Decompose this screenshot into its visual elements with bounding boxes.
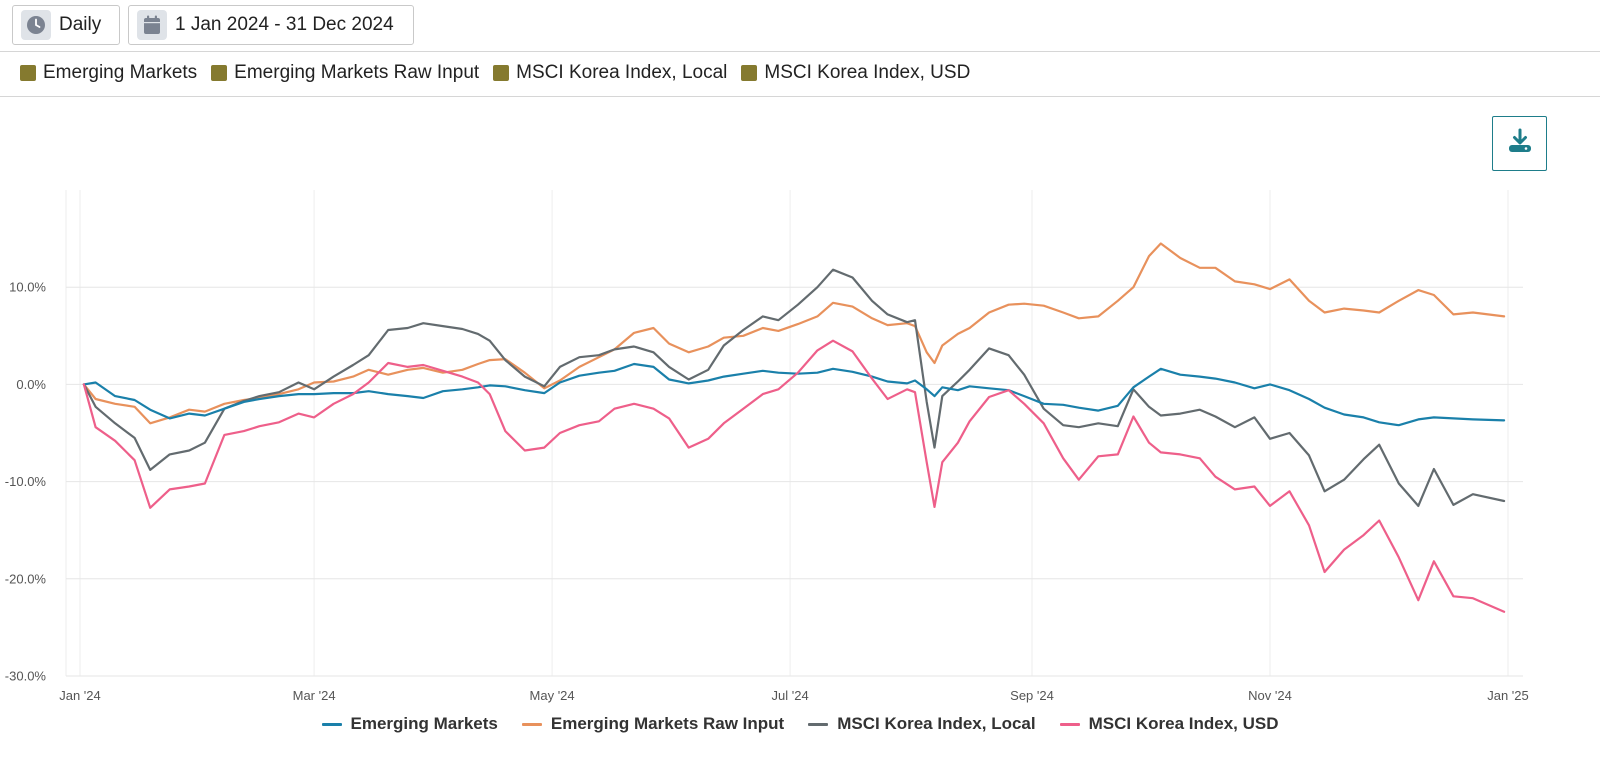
filter-msci-korea-usd[interactable]: MSCI Korea Index, USD: [741, 62, 970, 84]
legend-label: MSCI Korea Index, USD: [1088, 714, 1279, 733]
filter-emerging-markets-raw-input[interactable]: Emerging Markets Raw Input: [211, 62, 479, 84]
clock-icon: [21, 10, 51, 40]
y-tick-label: -30.0%: [5, 669, 47, 684]
legend-item-msci-korea-usd[interactable]: MSCI Korea Index, USD: [1059, 714, 1279, 734]
filter-label: Emerging Markets Raw Input: [234, 62, 480, 83]
filter-swatch: [20, 65, 36, 81]
legend-item-emerging-markets-raw-input[interactable]: Emerging Markets Raw Input: [521, 714, 785, 734]
filter-msci-korea-local[interactable]: MSCI Korea Index, Local: [493, 62, 727, 84]
filter-swatch: [493, 65, 510, 81]
y-tick-label: -10.0%: [5, 474, 47, 489]
series-layer: [82, 242, 1506, 613]
filter-swatch: [741, 65, 758, 81]
frequency-label: Daily: [59, 14, 102, 35]
filter-label: MSCI Korea Index, USD: [764, 62, 971, 83]
date-range-button[interactable]: 1 Jan 2024 - 31 Dec 2024: [128, 5, 414, 45]
axis-layer: 10.0% 0.0% -10.0% -20.0% -30.0% Jan '24 Mar '2…: [5, 280, 1529, 703]
series-line-msci-korea-index-usd[interactable]: [82, 339, 1506, 613]
filter-label: MSCI Korea Index, Local: [516, 62, 728, 83]
legend-label: MSCI Korea Index, Local: [837, 714, 1036, 733]
frequency-button[interactable]: Daily: [12, 5, 120, 45]
legend-swatch: [521, 722, 542, 726]
y-tick-label: -20.0%: [5, 571, 47, 586]
legend-swatch: [321, 722, 342, 726]
y-tick-label: 0.0%: [16, 377, 46, 392]
x-tick-label: Mar '24: [293, 688, 336, 703]
x-tick-label: Jul '24: [772, 688, 809, 703]
x-tick-label: Jan '24: [59, 688, 101, 703]
series-filter-list: Emerging Markets Emerging Markets Raw In…: [20, 62, 970, 84]
date-range-label: 1 Jan 2024 - 31 Dec 2024: [175, 14, 394, 35]
series-line-emerging-markets-raw-input[interactable]: [82, 242, 1506, 425]
series-line-emerging-markets[interactable]: [82, 362, 1506, 427]
chart-legend: Emerging Markets Emerging Markets Raw In…: [0, 714, 1600, 734]
download-button[interactable]: [1492, 116, 1547, 171]
x-tick-label: Sep '24: [1010, 688, 1054, 703]
legend-label: Emerging Markets Raw Input: [550, 714, 785, 733]
legend-swatch: [808, 722, 829, 726]
toolbar: Daily 1 Jan 2024 - 31 Dec 2024: [12, 5, 414, 47]
legend-item-emerging-markets[interactable]: Emerging Markets: [321, 714, 498, 734]
grid-layer: [65, 190, 1523, 677]
download-icon: [1507, 128, 1533, 159]
filter-swatch: [211, 65, 228, 81]
x-tick-label: May '24: [530, 688, 575, 703]
filter-label: Emerging Markets: [43, 62, 198, 83]
x-tick-label: Jan '25: [1487, 688, 1529, 703]
series-line-msci-korea-index-local[interactable]: [82, 268, 1506, 507]
x-tick-label: Nov '24: [1248, 688, 1292, 703]
filters-divider: [0, 96, 1600, 97]
toolbar-divider: [0, 51, 1600, 52]
legend-label: Emerging Markets: [350, 714, 498, 733]
calendar-icon: [137, 10, 167, 40]
legend-swatch: [1059, 722, 1080, 726]
y-tick-label: 10.0%: [9, 280, 46, 295]
filter-emerging-markets[interactable]: Emerging Markets: [20, 62, 197, 84]
legend-item-msci-korea-local[interactable]: MSCI Korea Index, Local: [808, 714, 1036, 734]
